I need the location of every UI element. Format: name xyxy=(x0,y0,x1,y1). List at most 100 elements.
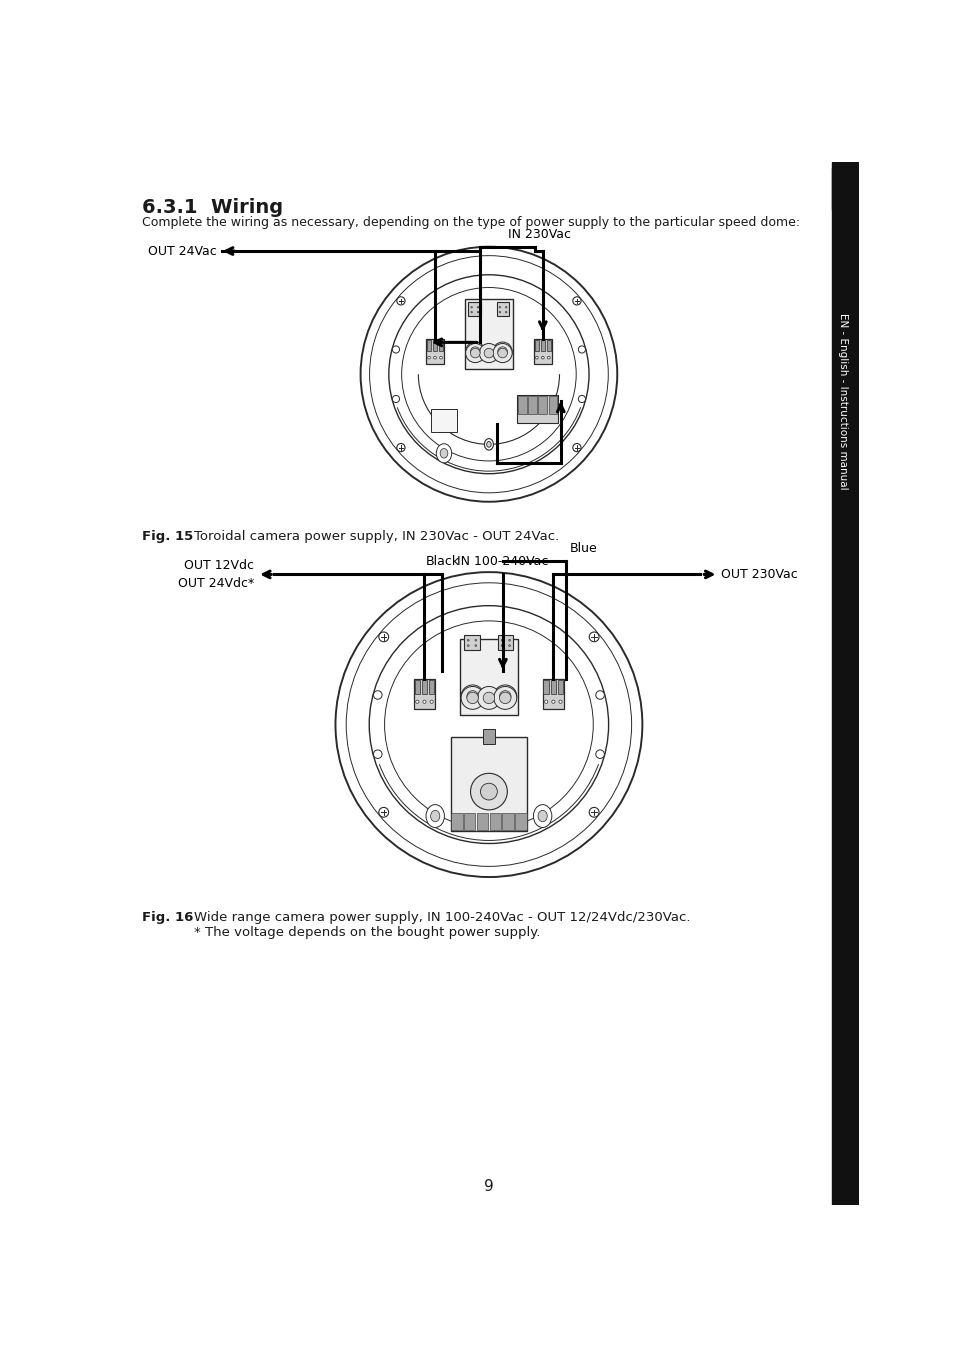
Circle shape xyxy=(378,632,388,642)
Bar xyxy=(540,340,544,351)
Bar xyxy=(451,812,462,830)
Ellipse shape xyxy=(541,356,543,359)
Text: IN 100-240Vac: IN 100-240Vac xyxy=(456,555,548,569)
Circle shape xyxy=(460,685,483,708)
Ellipse shape xyxy=(430,810,439,822)
Bar xyxy=(502,812,513,830)
Ellipse shape xyxy=(486,798,491,804)
Circle shape xyxy=(589,807,598,818)
Circle shape xyxy=(392,345,399,353)
Circle shape xyxy=(596,750,604,758)
Ellipse shape xyxy=(475,645,476,646)
Circle shape xyxy=(499,691,511,703)
Text: Wide range camera power supply, IN 100-240Vac - OUT 12/24Vdc/230Vac.: Wide range camera power supply, IN 100-2… xyxy=(193,911,689,923)
Text: OUT 12Vdc: OUT 12Vdc xyxy=(184,559,253,573)
Ellipse shape xyxy=(498,311,500,313)
Bar xyxy=(482,730,495,745)
Circle shape xyxy=(396,444,405,452)
Bar xyxy=(433,340,436,351)
Text: OUT 24Vac: OUT 24Vac xyxy=(148,245,216,257)
Text: * The voltage depends on the bought power supply.: * The voltage depends on the bought powe… xyxy=(193,926,539,940)
Circle shape xyxy=(470,773,507,810)
Circle shape xyxy=(465,344,484,363)
Text: OUT 24Vdc*: OUT 24Vdc* xyxy=(177,577,253,590)
Circle shape xyxy=(378,807,388,818)
Ellipse shape xyxy=(508,645,510,646)
Ellipse shape xyxy=(436,444,451,463)
Circle shape xyxy=(396,297,405,305)
Bar xyxy=(542,678,563,709)
Circle shape xyxy=(578,345,585,353)
Bar xyxy=(831,168,858,210)
Circle shape xyxy=(465,343,484,362)
Circle shape xyxy=(470,347,479,356)
Ellipse shape xyxy=(547,356,550,359)
Ellipse shape xyxy=(439,356,442,359)
Bar xyxy=(831,162,858,1205)
Ellipse shape xyxy=(430,700,433,703)
Circle shape xyxy=(578,395,585,402)
Ellipse shape xyxy=(434,356,436,359)
Bar xyxy=(515,812,526,830)
Circle shape xyxy=(483,348,494,357)
Bar xyxy=(429,680,434,695)
Circle shape xyxy=(478,344,498,363)
Ellipse shape xyxy=(535,356,537,359)
Circle shape xyxy=(493,343,512,362)
Ellipse shape xyxy=(498,306,500,307)
Bar xyxy=(476,812,488,830)
Circle shape xyxy=(494,685,517,708)
Circle shape xyxy=(494,686,517,709)
Bar xyxy=(543,680,548,695)
Bar xyxy=(534,338,551,364)
Ellipse shape xyxy=(484,439,493,450)
Bar xyxy=(426,338,443,364)
Text: Fig. 15: Fig. 15 xyxy=(142,529,193,543)
Ellipse shape xyxy=(500,645,502,646)
Circle shape xyxy=(373,750,381,758)
Ellipse shape xyxy=(551,700,555,703)
Bar xyxy=(546,340,551,351)
Ellipse shape xyxy=(558,700,561,703)
Text: 6.3.1  Wiring: 6.3.1 Wiring xyxy=(142,198,283,217)
Ellipse shape xyxy=(475,639,476,642)
Bar xyxy=(464,299,513,370)
Ellipse shape xyxy=(533,804,551,827)
Text: OUT 230Vac: OUT 230Vac xyxy=(720,567,798,581)
Circle shape xyxy=(572,297,580,305)
Bar xyxy=(534,340,538,351)
Text: Complete the wiring as necessary, depending on the type of power supply to the p: Complete the wiring as necessary, depend… xyxy=(142,217,800,229)
Ellipse shape xyxy=(422,700,426,703)
Ellipse shape xyxy=(505,311,506,313)
Text: IN 230Vac: IN 230Vac xyxy=(507,227,570,241)
Ellipse shape xyxy=(544,700,547,703)
Bar xyxy=(464,635,479,650)
Ellipse shape xyxy=(426,804,444,827)
Circle shape xyxy=(493,344,512,363)
Bar xyxy=(414,678,435,709)
Bar xyxy=(548,395,557,414)
Ellipse shape xyxy=(427,356,430,359)
Circle shape xyxy=(596,691,604,699)
Bar xyxy=(497,302,509,315)
Circle shape xyxy=(480,783,497,800)
Bar xyxy=(450,737,527,831)
Bar xyxy=(497,635,513,650)
Ellipse shape xyxy=(467,639,469,642)
Circle shape xyxy=(497,347,507,356)
Ellipse shape xyxy=(467,645,469,646)
Bar xyxy=(421,680,427,695)
Ellipse shape xyxy=(476,311,478,313)
Circle shape xyxy=(497,348,507,357)
Circle shape xyxy=(373,691,381,699)
Circle shape xyxy=(466,692,477,704)
Ellipse shape xyxy=(483,793,494,808)
Ellipse shape xyxy=(537,810,547,822)
Ellipse shape xyxy=(416,700,418,703)
Ellipse shape xyxy=(500,639,502,642)
Circle shape xyxy=(572,444,580,452)
Text: 9: 9 xyxy=(483,1179,494,1194)
Bar xyxy=(537,395,547,414)
Bar xyxy=(550,680,556,695)
Ellipse shape xyxy=(471,306,472,307)
